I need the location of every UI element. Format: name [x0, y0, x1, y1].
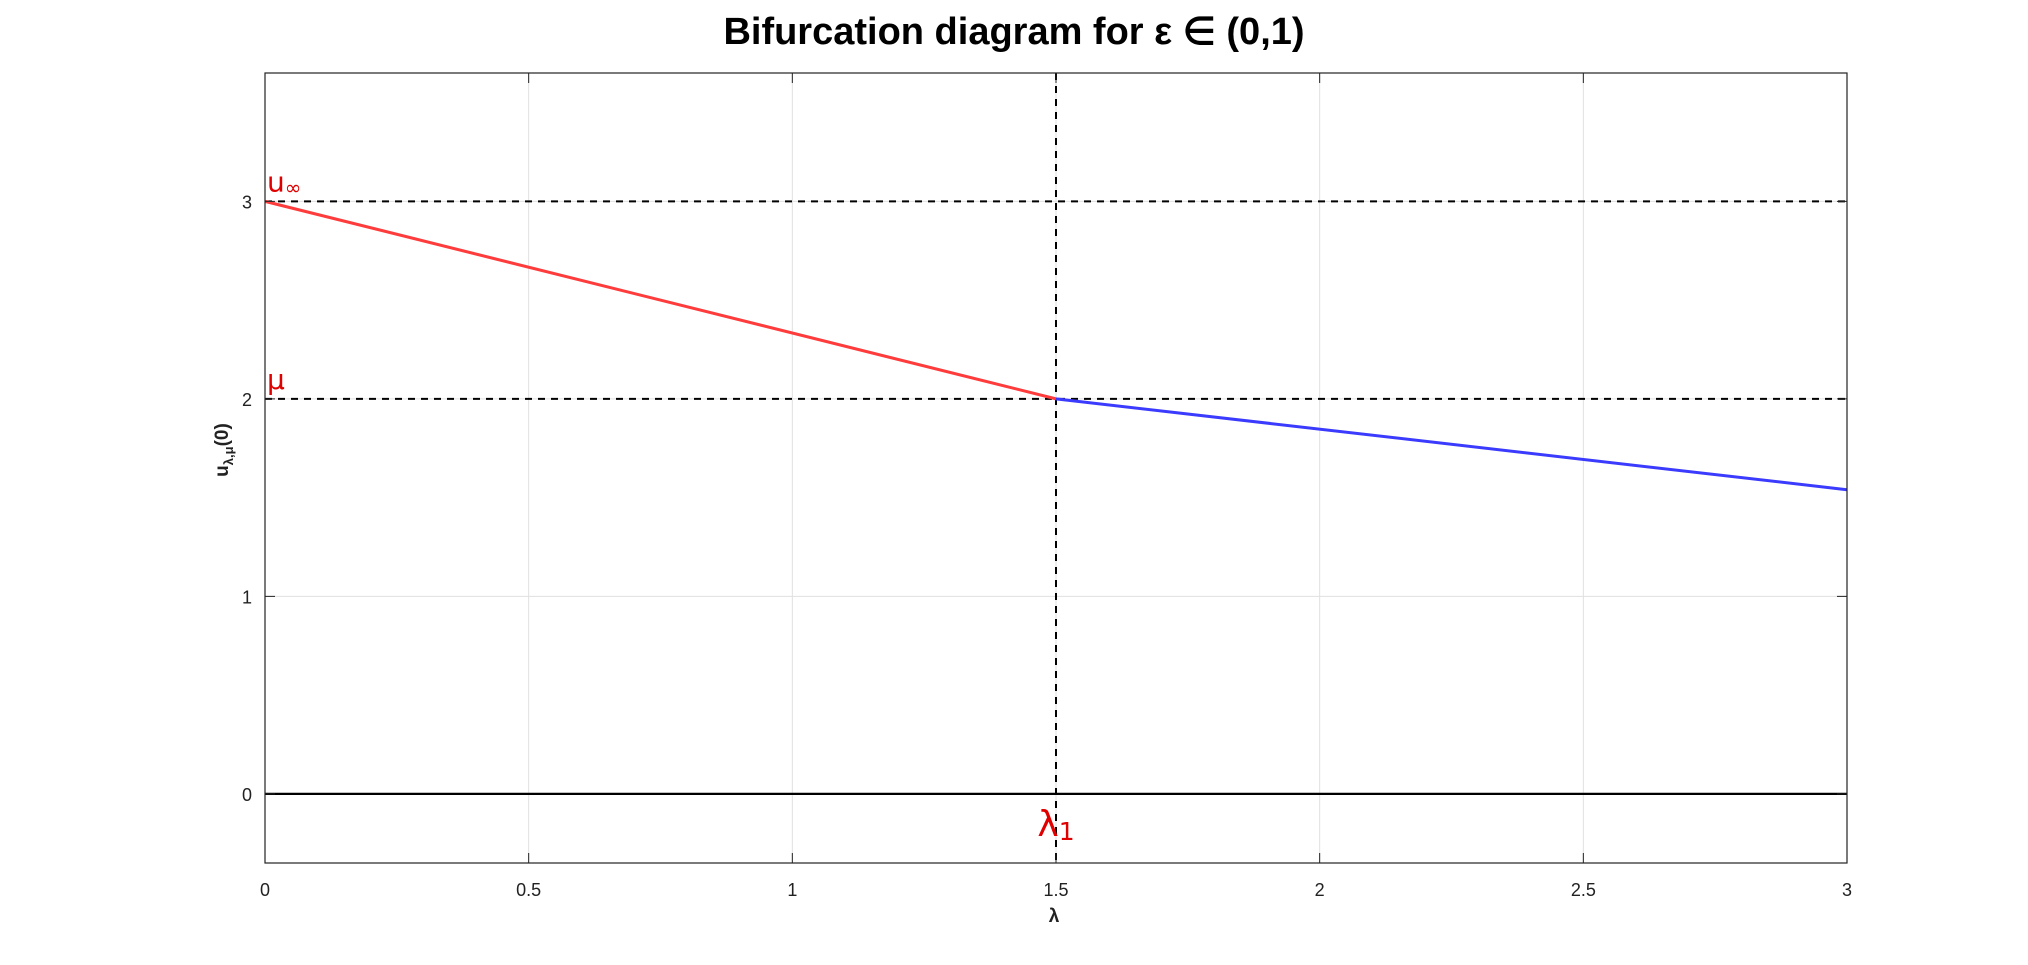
y-tick-label: 0 [242, 785, 252, 805]
annotation-main: μ [267, 363, 285, 396]
reference-lines [265, 73, 1847, 863]
chart-title: Bifurcation diagram for ε ∈ (0,1) [723, 11, 1304, 53]
y-axis-label-suffix: (0) [212, 423, 233, 446]
y-axis-label-sub: λ,μ [221, 446, 236, 465]
y-tick-label: 3 [242, 192, 252, 212]
x-tick-label: 1.5 [1043, 880, 1068, 900]
annotation-sub: ∞ [285, 175, 302, 199]
tick-labels: 0 0.5 1 1.5 2 2.5 3 0 1 2 3 [242, 192, 1852, 900]
annotation-main: u [267, 165, 285, 198]
y-tick-label: 2 [242, 390, 252, 410]
series-line-2 [1055, 397, 1848, 492]
x-tick-label: 1 [787, 880, 797, 900]
x-tick-label: 3 [1842, 880, 1852, 900]
annotations: u∞ μ λ1 [267, 165, 1075, 846]
series-line-1 [264, 199, 1057, 401]
axes-frame [264, 72, 1848, 864]
annotation-label-1: u∞ [267, 165, 301, 199]
annotation-label-3: λ1 [1037, 804, 1074, 846]
series-layer [264, 199, 1848, 492]
annotation-label-2: μ [267, 363, 285, 396]
y-tick-label: 1 [242, 587, 252, 607]
annotation-sub: 1 [1059, 817, 1075, 846]
x-tick-label: 0 [260, 880, 270, 900]
x-axis-label: λ [1049, 906, 1060, 927]
y-axis-label-main: u [212, 465, 233, 477]
x-tick-label: 2.5 [1571, 880, 1596, 900]
annotation-main: λ [1037, 804, 1058, 845]
x-tick-label: 0.5 [516, 880, 541, 900]
y-axis-label: uλ,μ(0) [212, 423, 236, 477]
x-tick-label: 2 [1315, 880, 1325, 900]
